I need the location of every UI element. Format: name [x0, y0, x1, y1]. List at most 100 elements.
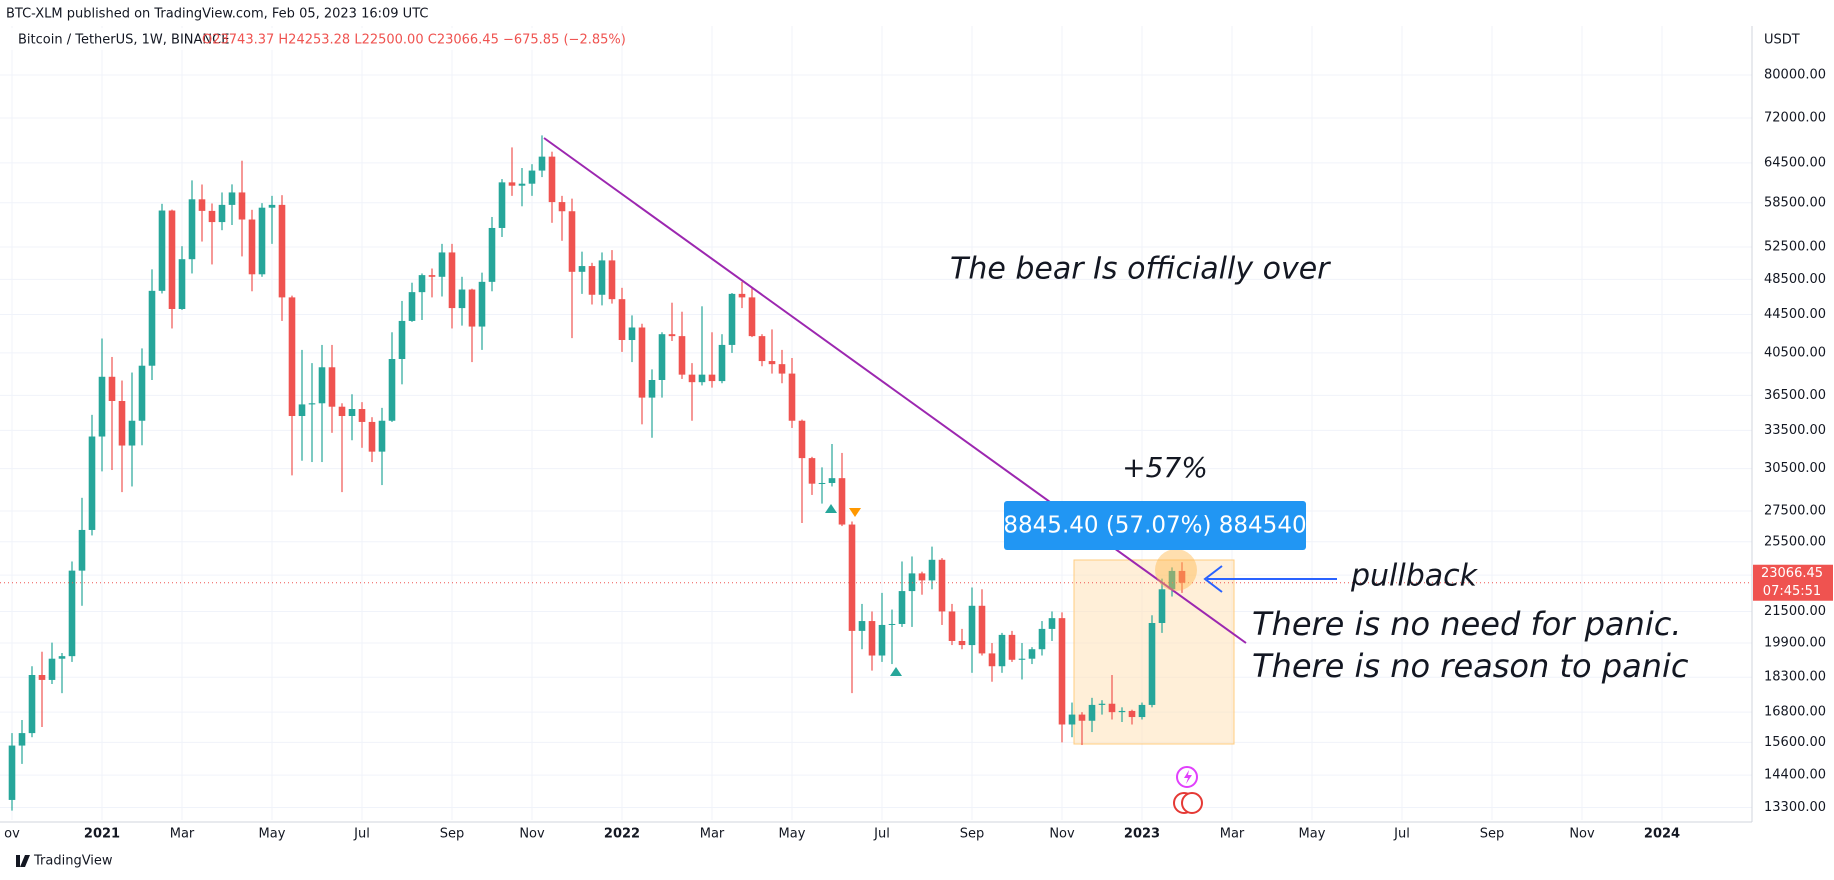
- candle-body: [968, 605, 976, 646]
- candle-body: [128, 420, 136, 446]
- candles: [0, 135, 1752, 811]
- candle-body: [638, 327, 646, 398]
- header-bg: [0, 28, 560, 50]
- candle-body: [288, 297, 296, 417]
- candle-body: [38, 675, 46, 680]
- candle-body: [178, 259, 186, 309]
- candle-body: [648, 380, 656, 398]
- candle-body: [558, 202, 566, 212]
- candle-body: [438, 252, 446, 277]
- highlight-circle: [1155, 549, 1197, 591]
- y-tick-label: 19900.00: [1764, 636, 1826, 651]
- candle-body: [548, 156, 556, 203]
- candle-body: [298, 404, 306, 417]
- candle-body: [1008, 634, 1016, 660]
- candle-body: [158, 210, 166, 291]
- x-tick-label: Nov: [519, 827, 545, 842]
- y-tick-label: 58500.00: [1764, 195, 1826, 210]
- y-tick-label: 27500.00: [1764, 503, 1826, 518]
- candle-body: [1138, 704, 1146, 718]
- logo: [8, 855, 30, 867]
- y-tick-label: 13300.00: [1764, 800, 1826, 815]
- x-tick-label: May: [259, 827, 286, 842]
- candle-body: [848, 524, 856, 631]
- candle-body: [698, 374, 706, 383]
- candle-body: [1128, 710, 1136, 718]
- candle-body: [998, 634, 1006, 667]
- y-tick-label: 36500.00: [1764, 388, 1826, 403]
- trend-line: [543, 137, 1247, 644]
- candle-body: [318, 367, 326, 404]
- candle-body: [898, 591, 906, 624]
- y-unit: USDT: [1764, 33, 1800, 48]
- candle-body: [718, 344, 726, 382]
- candle-body: [608, 260, 616, 300]
- published-line: BTC-XLM published on TradingView.com, Fe…: [6, 7, 428, 22]
- candle-body: [838, 478, 846, 525]
- candle-body: [148, 290, 156, 366]
- candle-body: [48, 658, 56, 680]
- candle-body: [758, 336, 766, 362]
- candle-body: [918, 573, 926, 581]
- candle-body: [328, 367, 336, 407]
- arrow-head: [1203, 565, 1223, 593]
- candle-body: [728, 293, 736, 345]
- candle-body: [1148, 623, 1156, 705]
- candle-body: [8, 745, 16, 800]
- x-tick-label: Mar: [700, 827, 725, 842]
- candle-body: [618, 299, 626, 341]
- price-label: 23066.45: [1761, 566, 1823, 581]
- candle-body: [988, 653, 996, 667]
- candle-body: [138, 365, 146, 421]
- candle-body: [858, 621, 866, 631]
- candle-body: [738, 293, 746, 298]
- candle-body: [748, 297, 756, 337]
- candle-body: [58, 656, 66, 659]
- price-label-box: [1753, 564, 1833, 601]
- x-tick-label: Nov: [1569, 827, 1595, 842]
- candle-body: [388, 359, 396, 421]
- x-tick-label: May: [1299, 827, 1326, 842]
- candle-body: [1098, 703, 1106, 705]
- candle-body: [188, 199, 196, 260]
- x-tick-label: 2024: [1644, 827, 1680, 842]
- x-tick-label: 2023: [1124, 827, 1160, 842]
- candle-body: [118, 400, 126, 446]
- event-icon[interactable]: [1181, 792, 1203, 814]
- candle-body: [218, 204, 226, 223]
- candle-body: [888, 623, 896, 625]
- candle-body: [978, 605, 986, 654]
- candle-body: [628, 327, 636, 341]
- x-tick-label: Jul: [1393, 827, 1410, 842]
- y-tick-label: 48500.00: [1764, 272, 1826, 287]
- footer: TradingView: [33, 854, 113, 869]
- candle-body: [948, 611, 956, 641]
- candle-body: [18, 733, 26, 746]
- candle-body: [418, 275, 426, 293]
- candle-body: [258, 207, 266, 275]
- axis-labels: 13300.00 14400.00 15600.00 16800.00 18300.00…: [4, 67, 1833, 842]
- candle-body: [228, 192, 236, 205]
- y-tick-label: 80000.00: [1764, 67, 1826, 82]
- candle-body: [108, 376, 116, 401]
- candle-body: [508, 182, 516, 186]
- candle-body: [278, 204, 286, 298]
- candle-body: [28, 675, 36, 734]
- candle-body: [928, 559, 936, 581]
- candle-body: [428, 275, 436, 277]
- y-tick-label: 52500.00: [1764, 239, 1826, 254]
- candle-body: [798, 420, 806, 459]
- y-tick-label: 14400.00: [1764, 768, 1826, 783]
- headline-note: The bear Is officially over: [950, 252, 1331, 287]
- candle-body: [768, 361, 776, 365]
- candle-body: [98, 376, 106, 437]
- candle-body: [938, 559, 946, 612]
- candle-body: [1158, 589, 1166, 624]
- candle-body: [458, 289, 466, 309]
- candle-body: [1168, 570, 1176, 590]
- candle-body: [518, 183, 526, 186]
- y-tick-label: 30500.00: [1764, 461, 1826, 476]
- candle-body: [358, 409, 366, 422]
- panic-note: There is no reason to panic: [1252, 647, 1689, 685]
- candle-body: [1088, 704, 1096, 721]
